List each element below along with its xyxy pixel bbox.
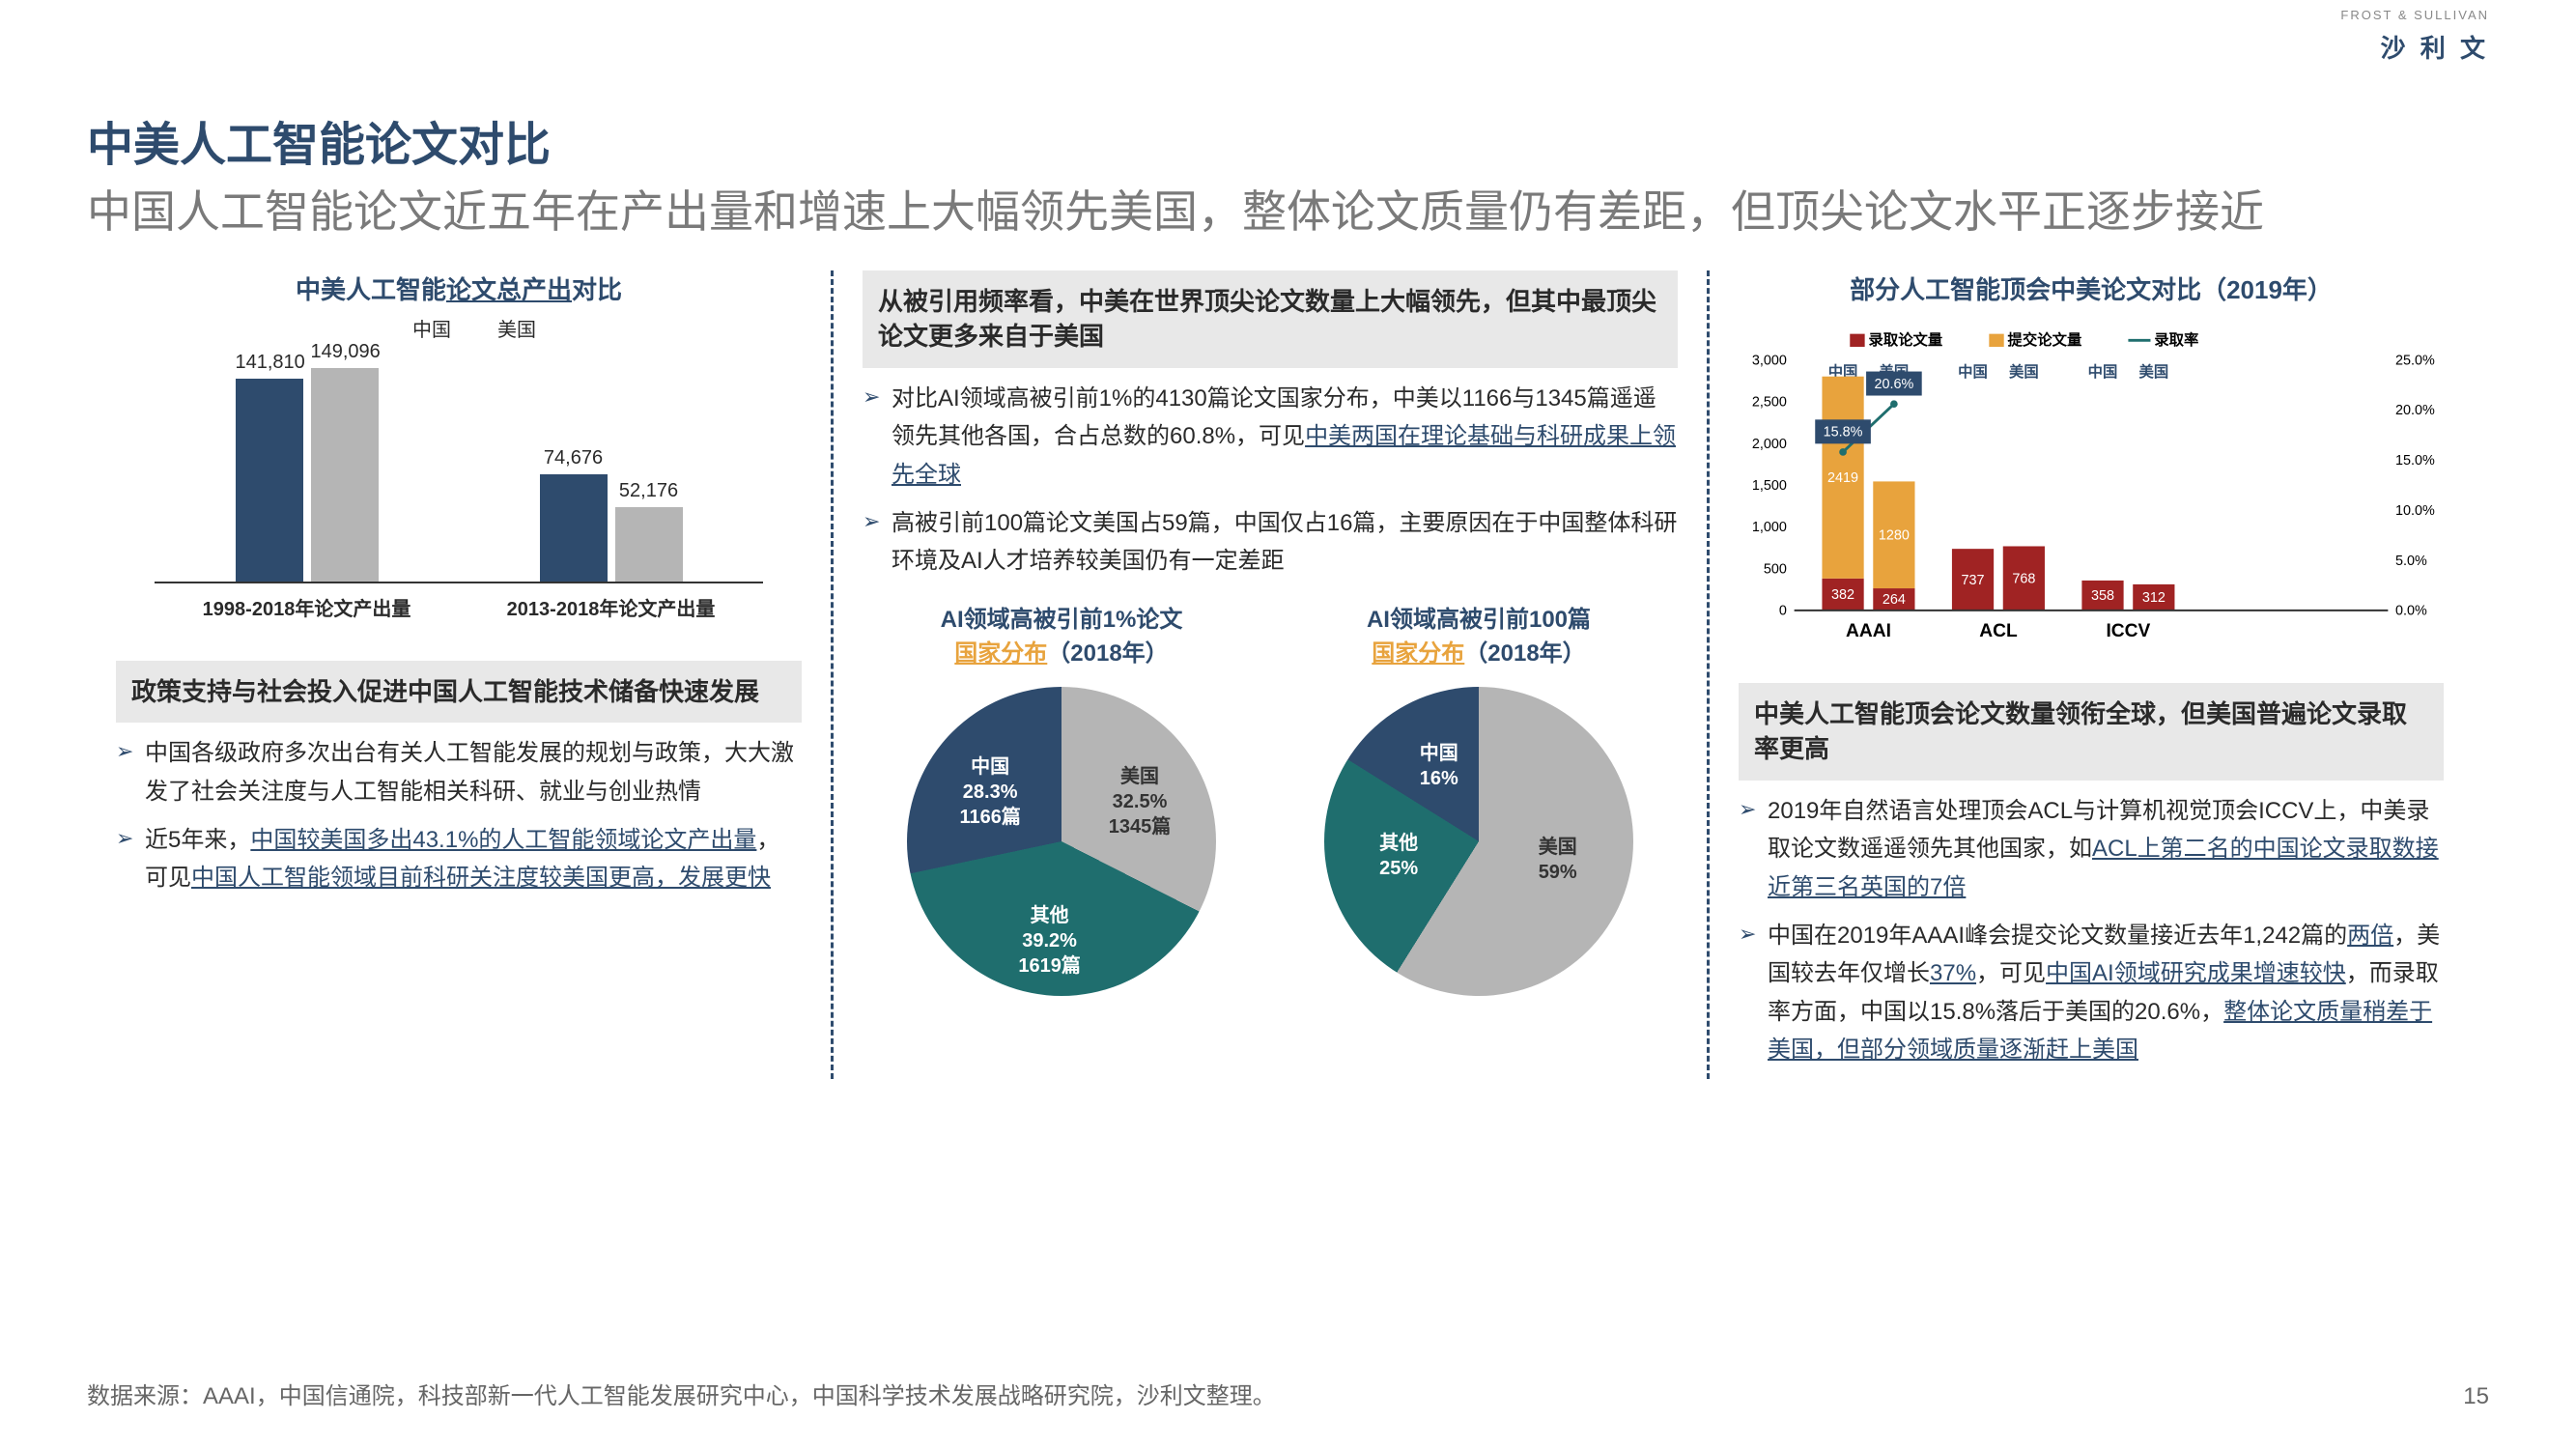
- svg-text:312: 312: [2142, 590, 2166, 606]
- brand-subtitle: FROST & SULLIVAN: [2340, 8, 2489, 22]
- svg-text:382: 382: [1831, 587, 1854, 603]
- data-source-footer: 数据来源：AAAI，中国信通院，科技部新一代人工智能发展研究中心，中国科学技术发…: [87, 1377, 1276, 1410]
- svg-text:ICCV: ICCV: [2106, 621, 2150, 641]
- svg-text:2419: 2419: [1827, 470, 1858, 486]
- svg-text:10.0%: 10.0%: [2395, 503, 2435, 519]
- bullet-item: 高被引前100篇论文美国占59篇，中国仅占16篇，主要原因在于中国整体科研环境及…: [863, 504, 1678, 581]
- svg-text:20.6%: 20.6%: [1874, 377, 1913, 392]
- svg-text:264: 264: [1882, 592, 1906, 608]
- svg-text:中国: 中国: [1958, 362, 1988, 381]
- pie-chart-top100: AI领域高被引前100篇 国家分布（2018年） 美国59%其他25%中国16%: [1280, 600, 1678, 996]
- svg-text:20.0%: 20.0%: [2395, 403, 2435, 418]
- svg-text:3,000: 3,000: [1752, 353, 1787, 368]
- bullet-item: 2019年自然语言处理顶会ACL与计算机视觉顶会ICCV上，中美录取论文数遥遥领…: [1739, 792, 2444, 907]
- bar-chart-legend: 中国美国: [116, 314, 802, 342]
- svg-text:15.0%: 15.0%: [2395, 453, 2435, 469]
- svg-text:0: 0: [1779, 604, 1787, 619]
- svg-text:1,500: 1,500: [1752, 478, 1787, 494]
- column-left: 中美人工智能论文总产出对比 中国美国 141,810149,09674,6765…: [87, 270, 831, 1079]
- svg-text:AAAI: AAAI: [1846, 621, 1891, 641]
- svg-text:0.0%: 0.0%: [2395, 604, 2427, 619]
- slide-title: 中美人工智能论文对比: [87, 106, 2489, 174]
- svg-text:358: 358: [2091, 588, 2114, 604]
- svg-text:中国: 中国: [2088, 362, 2118, 381]
- brand-logo: 沙 利 文: [2381, 29, 2489, 65]
- svg-text:1280: 1280: [1879, 528, 1910, 544]
- svg-text:录取论文量: 录取论文量: [1868, 330, 1942, 349]
- svg-text:25.0%: 25.0%: [2395, 353, 2435, 368]
- svg-text:美国: 美国: [2138, 362, 2168, 381]
- section-heading-policy: 政策支持与社会投入促进中国人工智能技术储备快速发展: [116, 661, 802, 723]
- svg-text:录取率: 录取率: [2154, 330, 2198, 349]
- svg-text:1,000: 1,000: [1752, 520, 1787, 535]
- svg-text:美国: 美国: [2009, 362, 2039, 381]
- section-heading-conference: 中美人工智能顶会论文数量领衔全球，但美国普遍论文录取率更高: [1739, 683, 2444, 781]
- combo-chart-title: 部分人工智能顶会中美论文对比（2019年）: [1739, 270, 2444, 306]
- svg-text:15.8%: 15.8%: [1824, 425, 1863, 440]
- bullet-item: 近5年来，中国较美国多出43.1%的人工智能领域论文产出量，可见中国人工智能领域…: [116, 821, 802, 897]
- svg-text:2,500: 2,500: [1752, 395, 1787, 411]
- column-right: 部分人工智能顶会中美论文对比（2019年） 0 500 1,000 1,500 2,00…: [1710, 270, 2473, 1079]
- bar-chart-title: 中美人工智能论文总产出对比: [116, 270, 802, 306]
- svg-text:768: 768: [2012, 572, 2035, 587]
- column-middle: 从被引用频率看，中美在世界顶尖论文数量上大幅领先，但其中最顶尖论文更多来自于美国…: [831, 270, 1710, 1079]
- svg-text:2,000: 2,000: [1752, 437, 1787, 452]
- svg-text:提交论文量: 提交论文量: [2008, 330, 2082, 349]
- bullet-item: 中国在2019年AAAI峰会提交论文数量接近去年1,242篇的两倍，美国较去年仅…: [1739, 917, 2444, 1069]
- combo-chart: 0 500 1,000 1,500 2,000 2,500 3,000 0.0% 5.0% 10.…: [1739, 316, 2444, 664]
- slide-subtitle: 中国人工智能论文近五年在产出量和增速上大幅领先美国，整体论文质量仍有差距，但顶尖…: [87, 182, 2489, 242]
- bar-chart: 141,810149,09674,67652,176 1998-2018年论文产…: [155, 352, 763, 641]
- bullet-item: 对比AI领域高被引前1%的4130篇论文国家分布，中美以1166与1345篇遥遥…: [863, 380, 1678, 495]
- svg-text:737: 737: [1962, 573, 1985, 588]
- section-heading-citation: 从被引用频率看，中美在世界顶尖论文数量上大幅领先，但其中最顶尖论文更多来自于美国: [863, 270, 1678, 368]
- pie-chart-top1pct: AI领域高被引前1%论文 国家分布（2018年） 美国32.5%1345篇其他3…: [863, 600, 1260, 996]
- svg-text:ACL: ACL: [1979, 621, 2018, 641]
- svg-text:5.0%: 5.0%: [2395, 554, 2427, 569]
- page-number: 15: [2463, 1383, 2489, 1410]
- svg-text:500: 500: [1764, 562, 1787, 578]
- bullet-item: 中国各级政府多次出台有关人工智能发展的规划与政策，大大激发了社会关注度与人工智能…: [116, 734, 802, 810]
